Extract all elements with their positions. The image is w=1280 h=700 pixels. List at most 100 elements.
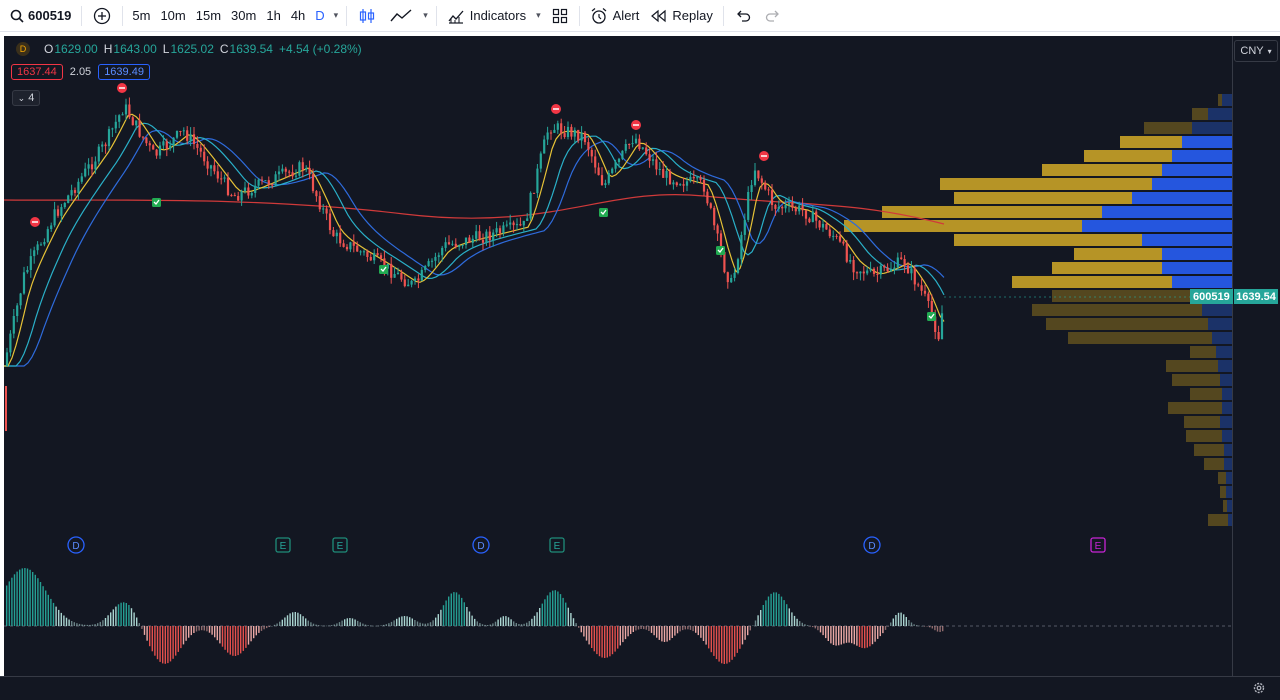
interval-4h[interactable]: 4h	[290, 8, 306, 23]
oscillator-bar	[552, 590, 554, 626]
volume-profile-bar	[1212, 332, 1232, 344]
candle-body	[67, 195, 70, 203]
candle-body	[339, 232, 342, 244]
candle-body	[634, 138, 638, 144]
candle-body	[393, 274, 396, 278]
oscillator-bar	[801, 622, 803, 626]
interval-15m[interactable]: 15m	[195, 8, 222, 23]
price-scale[interactable]	[1232, 36, 1280, 676]
oscillator-bar	[455, 592, 458, 626]
interval-10m[interactable]: 10m	[160, 8, 186, 23]
interval-5m[interactable]: 5m	[132, 8, 151, 23]
redo-button[interactable]	[758, 0, 788, 32]
oscillator-bar	[73, 622, 75, 626]
oscillator-bar	[942, 626, 944, 632]
alert-button[interactable]: Alert	[584, 0, 646, 32]
interval-30m[interactable]: 30m	[231, 8, 257, 23]
volume-profile-bar	[1222, 94, 1232, 106]
candle-body	[135, 120, 138, 126]
candle-body	[549, 132, 553, 134]
event-marker-label: D	[868, 541, 875, 552]
symbol-label: 600519	[28, 8, 72, 23]
volume-profile-bar	[1032, 304, 1202, 316]
candle-body	[444, 242, 447, 248]
oscillator-bar	[289, 613, 291, 626]
layout-button[interactable]	[545, 0, 575, 32]
replay-button[interactable]: Replay	[645, 0, 718, 32]
earnings-event-marker	[549, 537, 565, 553]
candle-body	[349, 242, 352, 250]
oscillator-bar	[208, 626, 211, 633]
candle-body	[454, 243, 457, 247]
candle-body	[573, 129, 576, 137]
buy-signal-marker	[717, 247, 724, 253]
search-icon	[10, 9, 24, 23]
line-type-button[interactable]	[383, 0, 419, 32]
oscillator-bar	[94, 624, 96, 626]
candle-body	[111, 128, 114, 130]
oscillator-bar	[637, 626, 640, 630]
oscillator-bar	[578, 626, 580, 628]
oscillator-bar	[627, 626, 629, 637]
oscillator-bar	[892, 618, 894, 626]
gear-icon[interactable]	[1252, 681, 1266, 695]
symbol-search[interactable]: 600519	[0, 0, 77, 32]
compare-button[interactable]	[86, 0, 118, 32]
candle-body	[152, 145, 155, 150]
volume-profile-bar	[1218, 360, 1232, 372]
oscillator-bar	[409, 617, 411, 626]
currency-selector[interactable]: CNY ▾	[1234, 40, 1278, 62]
oscillator-bar	[674, 626, 676, 636]
candle-body	[118, 115, 121, 122]
volume-profile-bar	[1223, 500, 1227, 512]
candle-body	[872, 268, 876, 274]
candle-body	[315, 191, 318, 197]
oscillator-bar	[55, 606, 57, 626]
oscillator-bar	[572, 618, 575, 626]
candle-body	[849, 260, 852, 262]
oscillator-bar	[390, 621, 393, 626]
volume-profile-bar	[1224, 458, 1232, 470]
volume-profile-bar	[1142, 234, 1232, 246]
oscillator-bar	[754, 620, 757, 626]
replay-label: Replay	[672, 8, 713, 23]
bid-button[interactable]: 1637.44	[11, 64, 63, 80]
candles-type-button[interactable]	[351, 0, 383, 32]
oscillator-bar	[97, 623, 99, 626]
oscillator-bar	[497, 619, 499, 626]
oscillator-bar	[125, 603, 127, 626]
candle-body	[407, 284, 410, 287]
oscillator-bar	[86, 624, 88, 626]
interval-1d[interactable]: D	[315, 8, 325, 23]
ask-button[interactable]: 1639.49	[98, 64, 150, 80]
oscillator-bar	[632, 626, 634, 632]
oscillator-bar	[726, 626, 728, 664]
separator	[435, 5, 437, 26]
indicators-toggle-button[interactable]: ⌄ 4	[12, 90, 40, 106]
candle-body	[723, 252, 726, 273]
oscillator-bar	[505, 616, 507, 626]
separator	[81, 5, 83, 26]
oscillator-bar	[809, 626, 811, 627]
oscillator-bar	[903, 614, 905, 626]
oscillator-bar	[198, 626, 200, 631]
oscillator-bar	[102, 620, 104, 626]
candle-body	[543, 139, 546, 154]
candle-body	[175, 131, 179, 138]
candle-body	[906, 265, 910, 274]
candle-body	[505, 224, 508, 226]
oscillator-bar	[682, 626, 684, 631]
chart-canvas[interactable]: D E E D E D E	[4, 36, 1232, 676]
candle-body	[430, 260, 434, 262]
undo-button[interactable]	[728, 0, 758, 32]
indicators-dropdown-icon[interactable]: ▾	[536, 10, 541, 20]
interval-1h[interactable]: 1h	[266, 8, 281, 23]
candle-body	[512, 222, 515, 226]
chart-type-dropdown-icon[interactable]: ▾	[423, 10, 428, 20]
oscillator-bar	[492, 623, 494, 626]
volume-profile-bar	[1190, 388, 1222, 400]
interval-dropdown-icon[interactable]: ▾	[333, 10, 339, 20]
indicators-button[interactable]: Indicators	[441, 0, 532, 32]
oscillator-bar	[799, 621, 801, 626]
